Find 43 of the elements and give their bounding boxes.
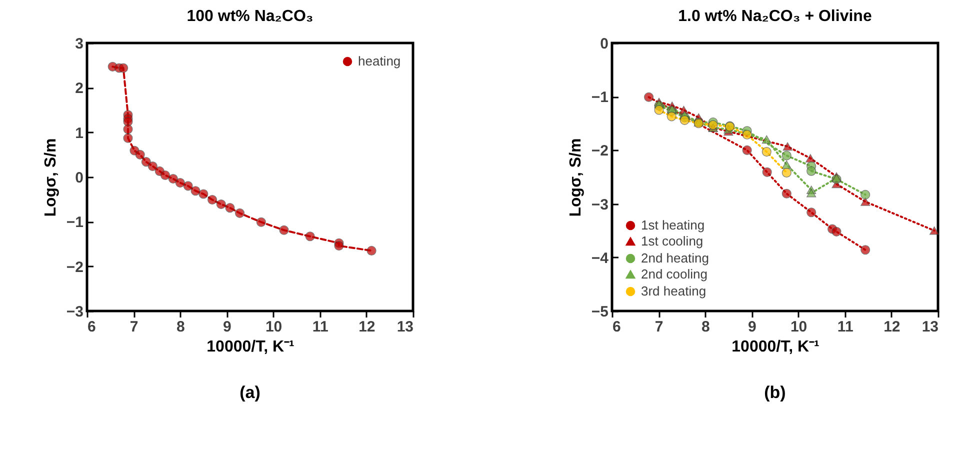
y-tick-label: −1 bbox=[591, 89, 608, 106]
x-tick-label: 9 bbox=[223, 318, 232, 336]
x-tick-label: 8 bbox=[176, 318, 185, 336]
x-tick-label: 7 bbox=[654, 318, 664, 336]
x-tick-label: 9 bbox=[748, 318, 756, 336]
legend-label: 3rd heating bbox=[641, 284, 706, 298]
legend-label: heating bbox=[358, 54, 401, 68]
y-tick-label: −4 bbox=[591, 250, 610, 267]
y-tick-label: 0 bbox=[75, 170, 84, 186]
x-tick-label: 10 bbox=[265, 318, 282, 336]
y-tick-label: −2 bbox=[66, 258, 84, 276]
y-tick-label: −2 bbox=[591, 142, 608, 160]
legend-label: 2nd cooling bbox=[641, 266, 708, 282]
x-tick-label: 12 bbox=[358, 318, 376, 336]
y-tick-label: −3 bbox=[66, 304, 84, 320]
x-tick-label: 13 bbox=[396, 318, 414, 336]
y-tick-label: 2 bbox=[75, 80, 84, 98]
chart-title: 100 wt% Na₂CO₃ bbox=[186, 8, 314, 25]
y-tick-label: 1 bbox=[75, 124, 84, 142]
x-tick-label: 11 bbox=[312, 318, 328, 336]
y-tick-label: 0 bbox=[600, 36, 608, 52]
y-tick-label: −1 bbox=[66, 214, 84, 232]
y-tick-label: −3 bbox=[591, 196, 608, 214]
legend-label: 1st cooling bbox=[641, 234, 704, 248]
x-tick-label: 12 bbox=[884, 318, 900, 336]
text: (b) bbox=[764, 383, 786, 402]
y-tick-label: 3 bbox=[75, 36, 84, 52]
y-axis-title: Logσ, S/m bbox=[42, 138, 60, 217]
x-tick-label: 6 bbox=[612, 318, 621, 336]
x-tick-label: 6 bbox=[88, 318, 96, 336]
x-tick-label: 10 bbox=[790, 318, 808, 336]
y-tick-label: −5 bbox=[591, 304, 608, 320]
x-tick-label: 8 bbox=[701, 318, 710, 336]
x-axis-title: 10000/T, K⁻¹ bbox=[206, 338, 294, 356]
legend-label: 2nd heating bbox=[641, 250, 709, 266]
legend-label: 1st heating bbox=[641, 218, 705, 232]
x-tick-label: 7 bbox=[130, 318, 138, 336]
x-tick-label: 13 bbox=[922, 318, 938, 336]
text: (a) bbox=[240, 383, 260, 402]
chart-title: 1.0 wt% Na₂CO₃ + Olivine bbox=[678, 8, 872, 25]
x-axis-title: 10000/T, K⁻¹ bbox=[732, 338, 820, 356]
x-tick-label: 11 bbox=[837, 318, 854, 336]
y-axis-title: Logσ, S/m bbox=[567, 138, 584, 217]
